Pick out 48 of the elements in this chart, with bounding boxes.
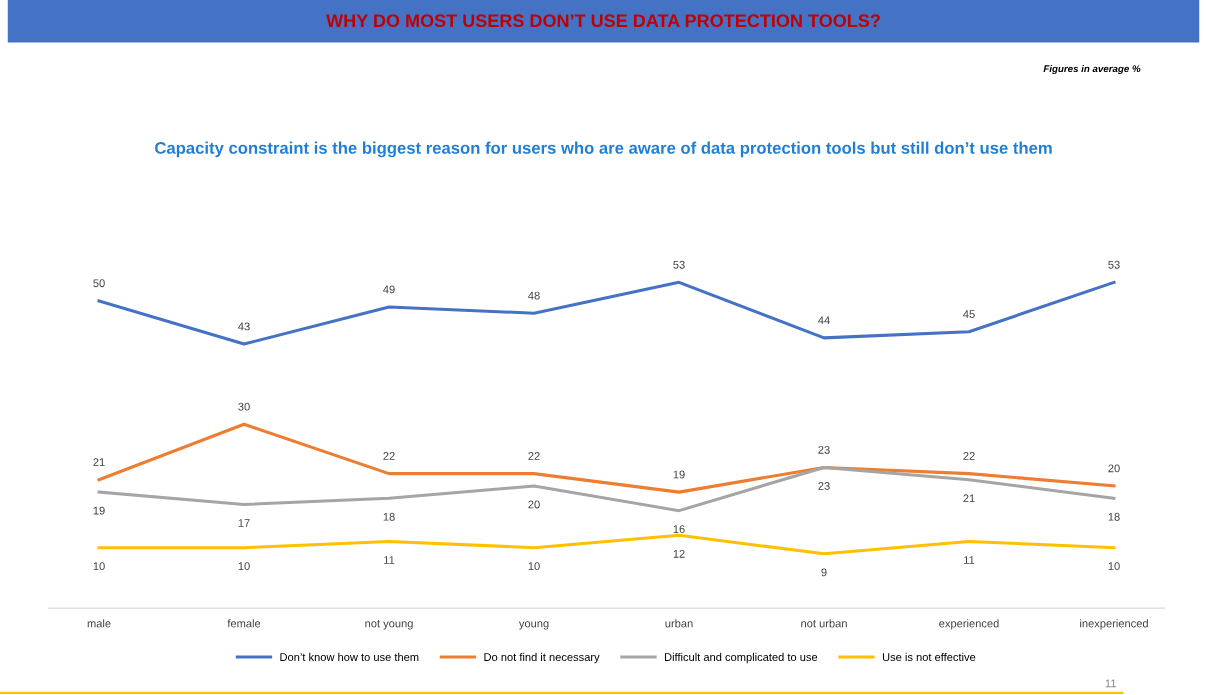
data-label: 50 — [93, 279, 105, 288]
data-label: 19 — [673, 470, 685, 479]
legend-label: Use is not effective — [882, 652, 976, 662]
data-label: 21 — [963, 494, 975, 503]
x-tick-label: male — [87, 619, 111, 628]
data-label: 20 — [1108, 464, 1120, 473]
data-label: 18 — [383, 512, 395, 521]
legend-label: Do not find it necessary — [484, 652, 600, 664]
chart-title: WHY DO MOST USERS DON’T USE DATA PROTECTION TOOLS? — [326, 14, 880, 28]
x-tick-label: experienced — [939, 619, 999, 630]
data-label: 30 — [238, 402, 250, 411]
data-label: 43 — [238, 322, 250, 331]
text: 11 — [1105, 679, 1116, 688]
data-label: 11 — [964, 556, 975, 564]
data-label: 22 — [528, 452, 540, 460]
x-tick-label: not urban — [801, 619, 847, 628]
data-label: 16 — [673, 525, 685, 534]
data-label: 10 — [238, 562, 250, 571]
data-label: 45 — [963, 310, 975, 319]
data-label: 9 — [821, 568, 827, 577]
data-label: 23 — [818, 445, 830, 454]
x-tick-label: young — [518, 621, 549, 630]
data-label: 23 — [818, 482, 830, 490]
data-label: 19 — [93, 506, 105, 515]
data-label: 18 — [1108, 512, 1120, 521]
legend-label: Difficult and complicated to use — [664, 652, 818, 664]
data-label: 48 — [528, 291, 540, 300]
data-label: 53 — [1108, 260, 1120, 269]
data-label: 22 — [383, 452, 395, 460]
data-label: 11 — [384, 556, 395, 564]
data-label: 44 — [818, 316, 830, 325]
data-label: 53 — [673, 260, 685, 269]
data-label: 10 — [93, 562, 105, 571]
data-label: 21 — [93, 458, 105, 466]
x-tick-label: not young — [365, 620, 413, 630]
x-tick-label: female — [227, 619, 261, 628]
data-label: 49 — [383, 285, 395, 294]
data-label: 12 — [673, 549, 685, 558]
data-label: 10 — [1108, 562, 1120, 571]
chart-subtitle: Capacity constraint is the biggest reason for users who are aware of data protection tools but still don’t use them — [155, 141, 1052, 158]
data-label: 22 — [963, 452, 975, 460]
data-label: 10 — [528, 562, 540, 571]
x-tick-label: inexperienced — [1080, 619, 1148, 630]
x-tick-label: urban — [665, 619, 693, 628]
text: Figures in average % — [1043, 64, 1141, 75]
data-label: 17 — [238, 519, 250, 527]
legend-label: Don’t know how to use them — [280, 652, 419, 662]
data-label: 20 — [528, 500, 540, 509]
